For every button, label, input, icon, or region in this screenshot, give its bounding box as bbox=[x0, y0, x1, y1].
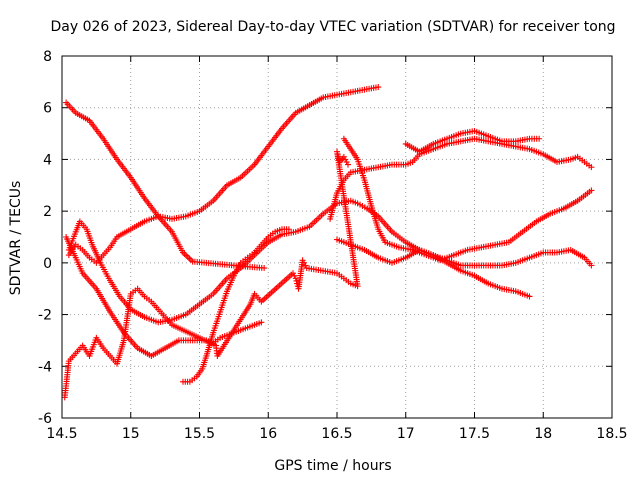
data-point bbox=[334, 148, 340, 155]
y-tick-label: 4 bbox=[43, 152, 52, 168]
x-tick-label: 16 bbox=[259, 426, 277, 442]
data-point bbox=[340, 153, 347, 160]
data-point bbox=[290, 270, 296, 277]
data-point bbox=[345, 161, 351, 168]
data-point bbox=[292, 275, 299, 282]
series-track-d bbox=[65, 197, 533, 326]
data-point bbox=[261, 265, 268, 272]
series-track-a bbox=[63, 99, 268, 272]
x-axis-label: GPS time / hours bbox=[274, 458, 391, 474]
y-axis-label: SDTVAR / TECUs bbox=[8, 181, 24, 296]
data-point bbox=[588, 187, 595, 194]
x-tick-label: 17.5 bbox=[459, 426, 490, 442]
y-tick-label: -4 bbox=[38, 359, 52, 375]
data-point bbox=[536, 135, 543, 142]
x-tick-label: 14.5 bbox=[46, 426, 77, 442]
data-point bbox=[299, 257, 306, 264]
data-point bbox=[258, 319, 265, 326]
series-track-i bbox=[340, 135, 595, 264]
series-track-c bbox=[65, 84, 382, 266]
x-tick-label: 15 bbox=[122, 426, 140, 442]
data-marks bbox=[61, 84, 595, 401]
data-point bbox=[588, 164, 595, 171]
series-track-g bbox=[402, 127, 543, 155]
x-tick-label: 18 bbox=[534, 426, 552, 442]
data-point bbox=[588, 262, 595, 269]
series-track-e bbox=[180, 226, 292, 385]
data-point bbox=[302, 262, 309, 269]
data-point bbox=[343, 159, 350, 166]
data-point bbox=[334, 151, 341, 158]
x-tick-labels: 14.5 15 15.5 16 16.5 17 17.5 18 18.5 bbox=[46, 426, 627, 442]
data-point bbox=[342, 156, 349, 163]
y-tick-label: 6 bbox=[43, 101, 52, 117]
data-point bbox=[301, 259, 307, 266]
y-tick-label: -6 bbox=[38, 411, 52, 427]
chart-title: Day 026 of 2023, Sidereal Day-to-day VTE… bbox=[50, 19, 615, 35]
y-tick-label: 8 bbox=[43, 49, 52, 65]
x-tick-label: 17 bbox=[397, 426, 415, 442]
y-tick-labels: -6 -4 -2 0 2 4 6 8 bbox=[38, 49, 52, 427]
plot-frame bbox=[61, 55, 613, 419]
y-tick-label: 2 bbox=[43, 204, 52, 220]
y-tick-label: -2 bbox=[38, 308, 52, 324]
series-scatter-blobs bbox=[61, 148, 361, 401]
data-point bbox=[526, 293, 533, 300]
data-point bbox=[285, 226, 292, 233]
series-track-h bbox=[334, 236, 595, 269]
y-tick-label: 0 bbox=[43, 256, 52, 272]
data-point bbox=[293, 277, 300, 284]
x-tick-label: 18.5 bbox=[596, 426, 627, 442]
data-point bbox=[335, 153, 342, 160]
data-point bbox=[375, 84, 382, 91]
data-point bbox=[291, 272, 298, 279]
x-tick-label: 16.5 bbox=[321, 426, 352, 442]
x-tick-label: 15.5 bbox=[184, 426, 215, 442]
